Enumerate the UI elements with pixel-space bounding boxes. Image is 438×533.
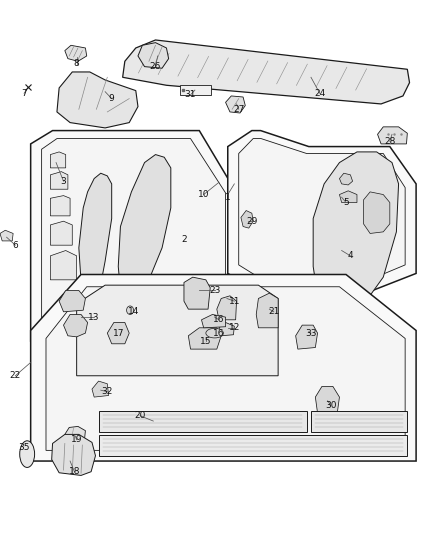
Polygon shape: [226, 96, 245, 113]
Text: 5: 5: [343, 198, 349, 207]
Text: 22: 22: [10, 372, 21, 380]
Polygon shape: [201, 314, 226, 328]
Polygon shape: [64, 314, 88, 337]
Text: 12: 12: [229, 324, 240, 332]
Polygon shape: [79, 173, 112, 314]
Polygon shape: [65, 45, 87, 61]
Polygon shape: [228, 131, 416, 317]
Polygon shape: [184, 277, 210, 309]
Polygon shape: [364, 192, 390, 233]
Text: 2: 2: [181, 236, 187, 244]
Polygon shape: [57, 72, 138, 128]
Polygon shape: [239, 139, 405, 306]
Text: 16: 16: [213, 316, 225, 324]
Text: 30: 30: [325, 401, 336, 409]
Bar: [99, 411, 307, 432]
Polygon shape: [83, 274, 166, 314]
Text: 21: 21: [268, 308, 279, 316]
Polygon shape: [92, 381, 109, 397]
Text: 27: 27: [233, 105, 244, 114]
Text: 18: 18: [69, 467, 80, 476]
Polygon shape: [138, 43, 169, 68]
Text: 31: 31: [185, 91, 196, 99]
Text: 16: 16: [213, 329, 225, 337]
Polygon shape: [378, 127, 407, 144]
Bar: [99, 435, 407, 456]
Text: 32: 32: [102, 387, 113, 396]
Polygon shape: [296, 325, 318, 349]
Polygon shape: [50, 251, 77, 280]
Polygon shape: [52, 434, 95, 475]
Text: 6: 6: [12, 241, 18, 249]
Text: 1: 1: [225, 193, 231, 201]
Polygon shape: [256, 293, 278, 328]
Polygon shape: [339, 173, 353, 185]
Text: 28: 28: [384, 137, 396, 146]
Text: 7: 7: [21, 89, 27, 98]
Polygon shape: [31, 131, 234, 341]
Ellipse shape: [206, 328, 223, 338]
Text: 35: 35: [18, 443, 30, 452]
Polygon shape: [65, 426, 85, 443]
Polygon shape: [46, 287, 405, 450]
Polygon shape: [0, 230, 13, 241]
Text: 24: 24: [314, 89, 325, 98]
Text: 9: 9: [109, 94, 115, 103]
Polygon shape: [50, 221, 72, 245]
Text: 3: 3: [60, 177, 67, 185]
Text: 33: 33: [305, 329, 317, 337]
Text: 13: 13: [88, 313, 100, 321]
Circle shape: [127, 306, 134, 314]
Polygon shape: [188, 328, 221, 349]
Polygon shape: [50, 196, 70, 216]
Text: 29: 29: [246, 217, 258, 225]
Text: 14: 14: [128, 308, 139, 316]
Text: 10: 10: [198, 190, 209, 199]
Polygon shape: [31, 274, 416, 461]
Polygon shape: [59, 290, 85, 312]
Polygon shape: [50, 152, 66, 168]
Text: 11: 11: [229, 297, 240, 305]
Polygon shape: [42, 139, 226, 333]
Ellipse shape: [20, 441, 35, 467]
Bar: [180, 85, 211, 95]
Polygon shape: [315, 386, 339, 413]
Polygon shape: [118, 155, 171, 314]
Polygon shape: [241, 211, 253, 228]
Text: 8: 8: [74, 60, 80, 68]
Polygon shape: [123, 40, 410, 104]
Polygon shape: [313, 152, 399, 309]
Text: 15: 15: [200, 337, 212, 345]
Polygon shape: [77, 285, 278, 376]
Text: 26: 26: [150, 62, 161, 71]
Polygon shape: [107, 322, 129, 344]
Bar: [311, 411, 407, 432]
Polygon shape: [339, 191, 357, 203]
Text: 4: 4: [348, 252, 353, 260]
Text: 23: 23: [209, 286, 220, 295]
Text: 20: 20: [134, 411, 146, 420]
Polygon shape: [219, 322, 234, 336]
Text: 17: 17: [113, 329, 124, 337]
Polygon shape: [50, 172, 68, 189]
Text: 19: 19: [71, 435, 82, 444]
Polygon shape: [217, 296, 237, 320]
